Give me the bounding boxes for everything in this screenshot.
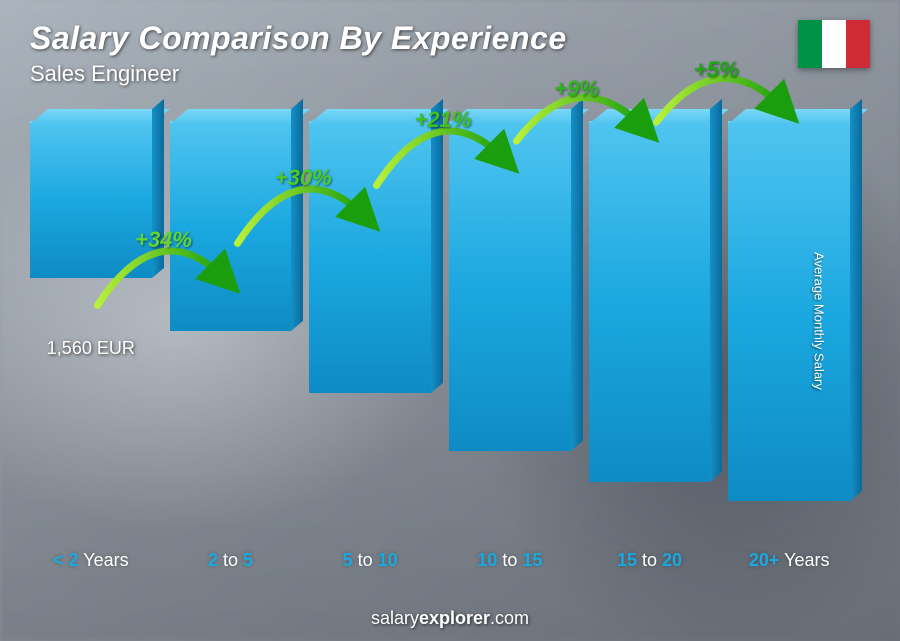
bar (449, 121, 571, 451)
bar-x-label: 15 to 20 (575, 550, 725, 571)
chart-area: 1,560 EUR< 2 Years2,090 EUR2 to 52,710 E… (30, 100, 850, 571)
bar (30, 121, 152, 278)
chart-subtitle: Sales Engineer (30, 61, 567, 87)
bar-group: 2,710 EUR5 to 10 (309, 121, 431, 541)
bar-group: 2,090 EUR2 to 5 (170, 121, 292, 541)
footer-attribution: salaryexplorer.com (0, 608, 900, 629)
bar-value-label: 1,560 EUR (21, 338, 161, 359)
footer-prefix: salary (371, 608, 419, 628)
bar-group: 1,560 EUR< 2 Years (30, 121, 152, 541)
bars-container: 1,560 EUR< 2 Years2,090 EUR2 to 52,710 E… (30, 121, 850, 541)
bar-x-label: 10 to 15 (435, 550, 585, 571)
bar (309, 121, 431, 393)
bar (589, 121, 711, 482)
flag-stripe-white (822, 20, 846, 68)
bar-x-label: 5 to 10 (295, 550, 445, 571)
flag-stripe-green (798, 20, 822, 68)
footer-suffix: .com (490, 608, 529, 628)
bar (728, 121, 850, 501)
bar-x-label: < 2 Years (16, 550, 166, 571)
flag-stripe-red (846, 20, 870, 68)
bar-x-label: 20+ Years (714, 550, 864, 571)
chart-title: Salary Comparison By Experience (30, 20, 567, 57)
bar-group: 3,280 EUR10 to 15 (449, 121, 571, 541)
bar-group: 3,590 EUR15 to 20 (589, 121, 711, 541)
header: Salary Comparison By Experience Sales En… (30, 20, 567, 87)
bar-group: 3,780 EUR20+ Years (728, 121, 850, 541)
y-axis-label: Average Monthly Salary (812, 252, 827, 390)
bar (170, 121, 292, 331)
footer-bold: explorer (419, 608, 490, 628)
bar-x-label: 2 to 5 (156, 550, 306, 571)
italy-flag-icon (798, 20, 870, 68)
